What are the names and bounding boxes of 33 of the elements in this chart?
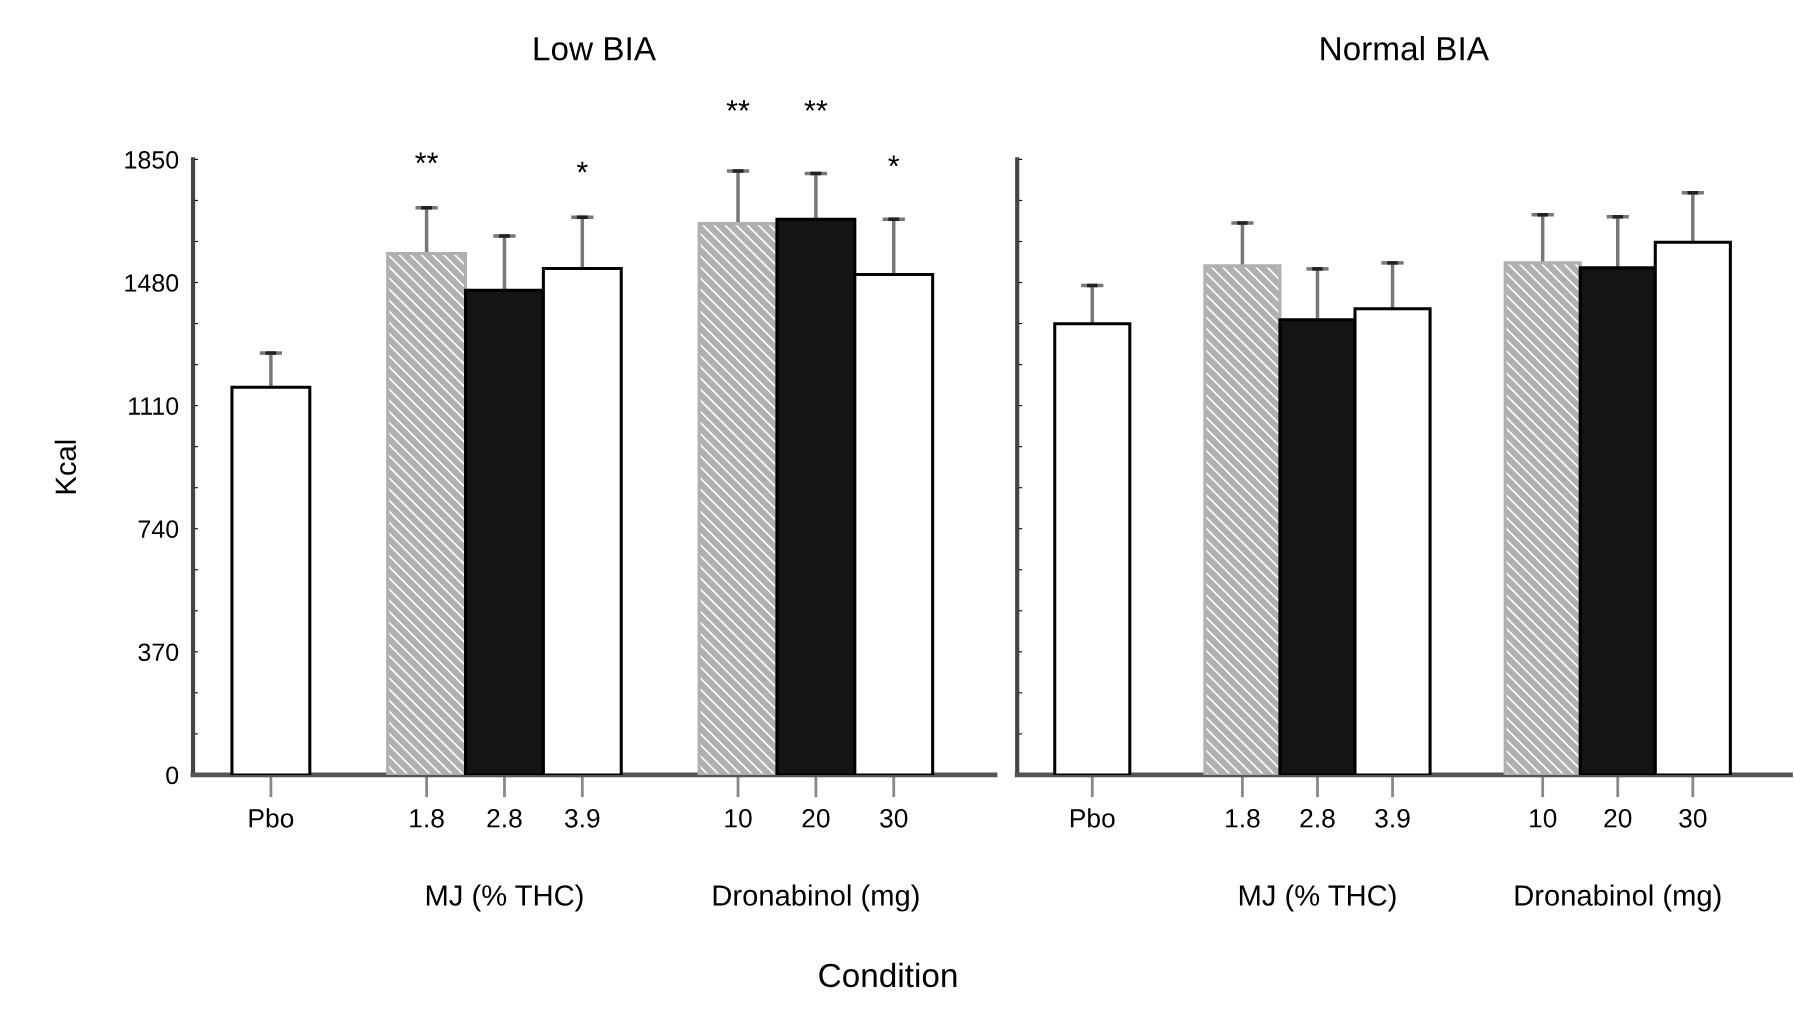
text: ** <box>726 100 750 111</box>
y-tick-label: 1850 <box>125 151 179 169</box>
annotation: * <box>576 161 588 173</box>
x-tick-label: 3.9 <box>1375 808 1410 828</box>
x-tick-label: 1.8 <box>1226 808 1260 828</box>
x-tick-label: 2.8 <box>1300 808 1335 828</box>
x-tick-label: 1.8 <box>410 808 444 828</box>
x-tick-label: 30 <box>880 808 908 828</box>
y-tick-label: 740 <box>138 520 179 539</box>
x-tick-label: 10 <box>1530 808 1557 828</box>
y-tick-label: 1110 <box>129 397 179 415</box>
x-tick-label: 10 <box>725 808 752 828</box>
text: ** <box>804 100 828 111</box>
annotation: ** <box>415 152 439 164</box>
y-tick-label: 370 <box>138 643 179 662</box>
y-tick-label: 1480 <box>125 274 179 292</box>
x-axis-title: Condition <box>819 962 957 988</box>
text: Dronabinol (mg) <box>713 884 919 912</box>
chart-title: Normal BIA <box>1321 36 1489 61</box>
chart-title: Low BIA <box>534 37 656 61</box>
text: Dronabinol (mg) <box>1515 884 1721 912</box>
x-tick-label: 20 <box>1604 808 1632 828</box>
annotation: * <box>888 155 900 167</box>
x-tick-label: Pbo <box>1070 808 1115 828</box>
x-tick-label: 2.8 <box>487 808 522 828</box>
x-tick-label: Pbo <box>249 808 294 828</box>
x-tick-label: 30 <box>1679 808 1707 828</box>
text: MJ (% THC) <box>1239 884 1396 912</box>
x-tick-label: 3.9 <box>564 808 600 828</box>
y-tick-label: 0 <box>166 766 179 785</box>
y-axis-title: Kcal <box>54 440 77 494</box>
text: MJ (% THC) <box>426 884 583 912</box>
x-tick-label: 20 <box>802 808 830 828</box>
